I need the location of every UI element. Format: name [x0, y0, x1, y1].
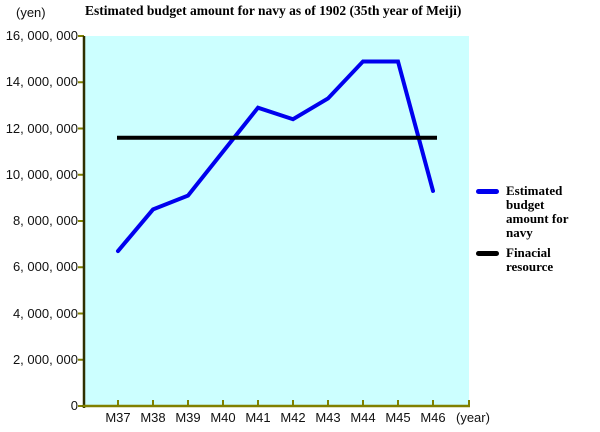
x-tick-label: M42 [280, 410, 306, 425]
plot-area [84, 36, 469, 406]
x-tick-label: M38 [140, 410, 166, 425]
x-tick-label: M43 [315, 410, 341, 425]
legend-item-resource: Finacial resource [476, 246, 598, 274]
x-tick-label: M44 [350, 410, 376, 425]
legend-marker-budget-line [476, 189, 499, 194]
x-tick-label: M45 [385, 410, 411, 425]
y-tick-label: 4, 000, 000 [12, 305, 78, 321]
x-tick-label: M46 [420, 410, 446, 425]
legend-label-budget-line2: amount for navy [506, 211, 569, 240]
legend-label-resource-line1: Finacial resource [506, 245, 554, 274]
budget-line [116, 59, 435, 254]
legend-item-budget: Estimated budget amount for navy [476, 184, 598, 240]
x-tick-label: M39 [175, 410, 201, 425]
x-axis-unit-label: (year) [456, 410, 490, 425]
y-tick-label: 8, 000, 000 [12, 213, 78, 228]
chart-title: Estimated budget amount for navy as of 1… [85, 3, 462, 18]
y-tick-label: 14, 000, 000 [5, 74, 78, 90]
legend-marker-resource-line [476, 251, 499, 256]
y-tick-label: 10, 000, 000 [5, 166, 78, 182]
y-tick-label: 2, 000, 000 [12, 351, 78, 367]
y-tick-label: 16, 000, 000 [5, 28, 78, 43]
legend-label-budget-line1: Estimated budget [506, 183, 563, 212]
y-tick-label: 12, 000, 000 [5, 120, 78, 136]
legend-label-budget: Estimated budget amount for navy [506, 184, 598, 240]
legend: Estimated budget amount for navy Finacia… [476, 184, 598, 280]
legend-label-resource: Finacial resource [506, 246, 598, 274]
y-tick-label: 0 [70, 398, 78, 413]
y-tick-label: 6, 000, 000 [12, 259, 78, 275]
y-axis-unit-label: (yen) [16, 5, 46, 20]
x-tick-label: M40 [210, 410, 236, 425]
x-tick-label: M41 [245, 410, 271, 425]
x-tick-label: M37 [105, 410, 131, 425]
